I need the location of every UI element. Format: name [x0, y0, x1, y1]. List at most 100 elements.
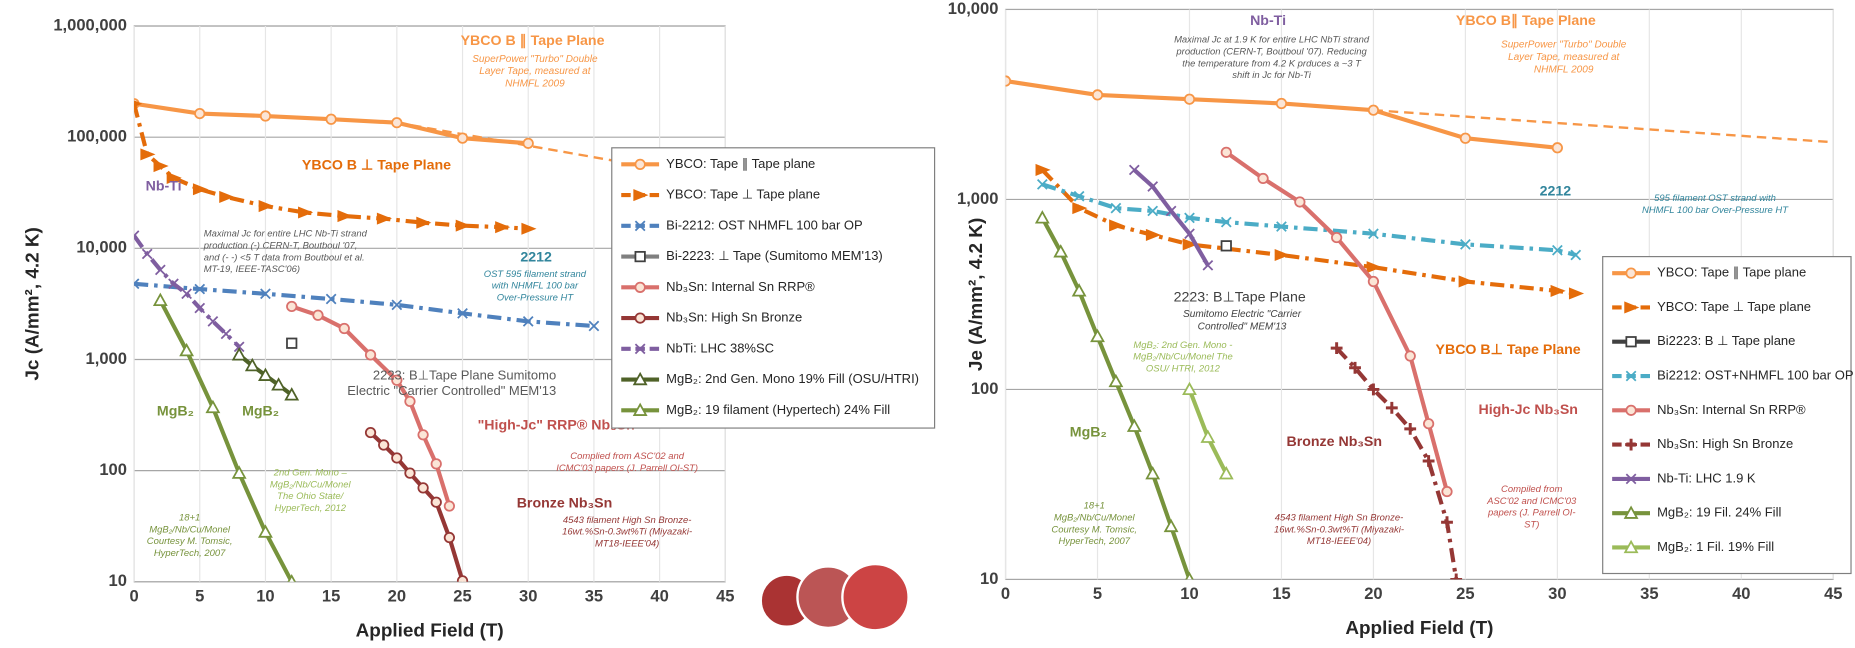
x-tick-label: 40 [650, 587, 668, 606]
y-tick-label: 1,000 [86, 349, 127, 368]
annotation: MgB₂ [242, 403, 279, 419]
legend-label: YBCO: Tape ⊥ Tape plane [666, 187, 820, 202]
marker [326, 115, 335, 124]
x-tick-label: 10 [1180, 584, 1198, 603]
marker [1369, 105, 1378, 114]
annotation: Sumitomo Electric "Carrier [1183, 309, 1302, 320]
legend-label: MgB₂: 19 filament (Hypertech) 24% Fill [666, 402, 890, 417]
annotation: MgB₂/Nb/Cu/Monel [270, 479, 352, 490]
marker [261, 111, 270, 120]
annotation: 2223: B⊥Tape Plane [1174, 290, 1306, 306]
y-tick-label: 100 [971, 379, 999, 398]
annotation: 2212 [520, 250, 552, 266]
x-axis-label: Applied Field (T) [1345, 618, 1493, 639]
annotation: Layer Tape, measured at [1508, 52, 1621, 63]
marker [635, 313, 644, 322]
annotation: SuperPower "Turbo" Double [472, 54, 598, 65]
annotation: HyperTech, 2007 [154, 548, 226, 559]
annotation: Over-Pressure HT [497, 292, 575, 303]
annotation: HyperTech, 2007 [1058, 536, 1130, 547]
marker [635, 283, 644, 292]
marker [458, 133, 467, 142]
annotation: Bronze Nb₃Sn [517, 495, 613, 511]
annotation: 4543 filament High Sn Bronze- [563, 515, 692, 526]
marker [1626, 337, 1635, 346]
x-tick-label: 0 [1001, 584, 1010, 603]
annotation: 18+1 [179, 512, 200, 523]
legend-label: Nb₃Sn: High Sn Bronze [666, 310, 802, 325]
x-tick-label: 15 [322, 587, 340, 606]
annotation: SuperPower "Turbo" Double [1501, 40, 1627, 51]
x-tick-label: 0 [129, 587, 138, 606]
marker [1001, 76, 1010, 85]
y-tick-label: 1,000 [957, 189, 998, 208]
marker [458, 576, 467, 585]
annotation: HyperTech, 2012 [274, 503, 346, 514]
legend-label: YBCO: Tape ⊥ Tape plane [1657, 299, 1811, 314]
marker [523, 139, 532, 148]
marker [405, 397, 414, 406]
marker [366, 350, 375, 359]
marker [1626, 406, 1635, 415]
legend-label: Bi-2212: OST NHMFL 100 bar OP [666, 217, 863, 232]
legend-label: Bi2223: B ⊥ Tape plane [1657, 333, 1795, 348]
marker [635, 252, 644, 261]
legend-label: Bi-2223: ⊥ Tape (Sumitomo MEM'13) [666, 248, 883, 263]
legend-label: Bi2212: OST+NHMFL 100 bar OP [1657, 367, 1853, 382]
annotation: the temperature from 4.2 K prduces a ~3 … [1182, 58, 1362, 69]
x-tick-label: 45 [716, 587, 734, 606]
marker [392, 453, 401, 462]
annotation: shift in Jc for Nb-Ti [1232, 70, 1311, 81]
marker [432, 459, 441, 468]
annotation: 2212 [1540, 183, 1572, 199]
y-tick-label: 10 [980, 569, 998, 588]
annotation: papers (J. Parrell OI- [1487, 508, 1576, 519]
legend-label: YBCO: Tape ∥ Tape plane [666, 156, 815, 171]
annotation: OSU/ HTRI, 2012 [1146, 363, 1221, 374]
marker [1369, 277, 1378, 286]
annotation: MT18-IEEE'04) [595, 538, 659, 549]
legend-label: Nb₃Sn: Internal Sn RRP® [1657, 402, 1806, 417]
annotation: Maximal Jc at 1.9 K for entire LHC NbTi … [1174, 35, 1370, 46]
legend-label: MgB₂: 19 Fil. 24% Fill [1657, 505, 1781, 520]
annotation: Compiled from [1501, 484, 1563, 495]
annotation: Courtesy M. Tomsic, [147, 536, 233, 547]
annotation: and (- -) <5 T data from Boutboul et al. [204, 252, 365, 263]
annotation: YBCO B ⊥ Tape Plane [302, 157, 451, 173]
annotation: 16wt.%Sn-0.3wt%Ti (Miyazaki- [1274, 524, 1404, 535]
marker [418, 430, 427, 439]
annotation: Nb-Ti [146, 179, 182, 195]
marker [313, 311, 322, 320]
y-axis-label: Je (A/mm², 4.2 K) [966, 218, 987, 371]
legend-label: Nb₃Sn: Internal Sn RRP® [666, 279, 815, 294]
marker [340, 324, 349, 333]
legend-label: MgB₂: 2nd Gen. Mono 19% Fill (OSU/HTRI) [666, 371, 919, 386]
annotation: 2223: B⊥Tape Plane Sumitomo [373, 367, 556, 382]
annotation: YBCO B ∥ Tape Plane [461, 33, 605, 49]
y-tick-label: 10,000 [948, 0, 999, 18]
x-tick-label: 20 [1364, 584, 1382, 603]
annotation: OST 595 filament strand [484, 269, 587, 280]
marker [1222, 148, 1231, 157]
annotation: MgB₂/Nb/Cu/Monel The [1133, 352, 1233, 363]
annotation: 16wt.%Sn-0.3wt%Ti (Miyazaki- [562, 527, 692, 538]
x-tick-label: 5 [1093, 584, 1102, 603]
annotation: Nb-Ti [1250, 13, 1286, 29]
y-tick-label: 1,000,000 [53, 15, 127, 34]
annotation: MgB₂ [157, 403, 194, 419]
marker [445, 501, 454, 510]
marker [1332, 233, 1341, 242]
x-tick-label: 25 [453, 587, 471, 606]
chart: 101001,00010,000100,0001,000,00005101520… [0, 0, 1855, 648]
annotation: 18+1 [1084, 501, 1105, 512]
x-tick-label: 30 [1548, 584, 1566, 603]
annotation: ICMC'03 papers (J. Parrell OI-ST) [556, 463, 698, 474]
annotation: Controlled" MEM'13 [1198, 322, 1287, 333]
marker [1295, 197, 1304, 206]
marker [379, 440, 388, 449]
annotation: MT-19, IEEE-TASC'06) [204, 264, 300, 275]
marker [366, 428, 375, 437]
x-tick-label: 30 [519, 587, 537, 606]
marker [287, 302, 296, 311]
annotation: YBCO B∥ Tape Plane [1456, 13, 1596, 29]
